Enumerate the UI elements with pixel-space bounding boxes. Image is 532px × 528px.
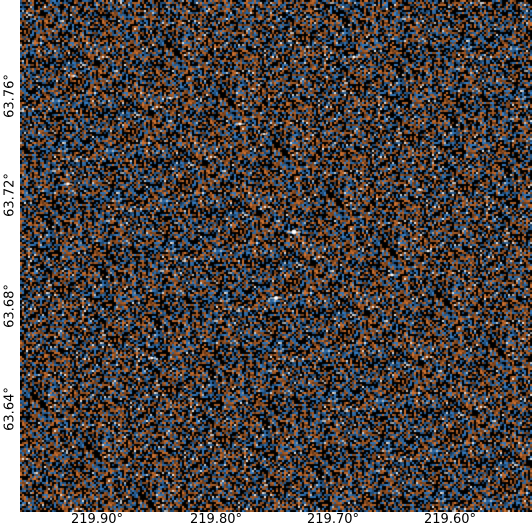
ra-tick-label: 219.80° [190, 512, 242, 527]
dec-tick-label: 63.64° [2, 387, 18, 431]
ra-tick-label: 219.90° [71, 512, 123, 527]
sky-image[interactable] [20, 0, 532, 512]
ra-tick-label: 219.70° [307, 512, 359, 527]
dec-tick-label: 63.76° [2, 74, 18, 118]
dec-tick-label: 63.72° [2, 173, 18, 217]
ra-tick-label: 219.60° [424, 512, 476, 527]
dec-tick-label: 63.68° [2, 284, 18, 328]
